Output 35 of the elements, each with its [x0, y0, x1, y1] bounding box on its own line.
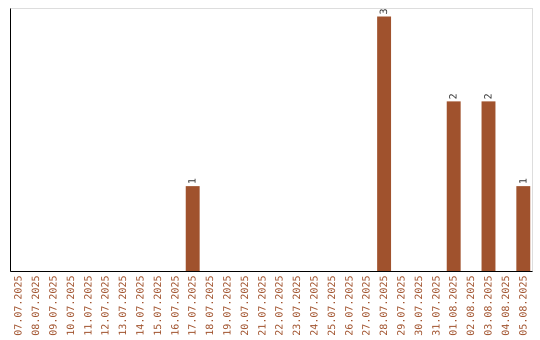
x-tick-label: 24.07.2025 — [310, 276, 320, 336]
x-tick-label: 09.07.2025 — [48, 276, 60, 336]
data-label: 1 — [188, 178, 199, 184]
x-tick-label: 17.07.2025 — [188, 276, 199, 336]
x-tick-label: 30.07.2025 — [414, 276, 425, 336]
data-label: 1 — [518, 178, 530, 184]
x-tick-label: 22.07.2025 — [274, 276, 286, 336]
x-tick-label: 07.07.2025 — [14, 276, 25, 336]
x-tick-label: 20.07.2025 — [240, 276, 251, 336]
x-tick-label: 23.07.2025 — [292, 276, 304, 336]
x-tick-label: 19.07.2025 — [222, 276, 234, 336]
data-label: 3 — [379, 8, 390, 14]
data-label: 2 — [448, 93, 460, 100]
x-tick-label: 26.07.2025 — [344, 276, 356, 336]
x-tick-label: 10.07.2025 — [66, 276, 77, 336]
x-tick-label: 04.08.2025 — [500, 276, 512, 336]
x-tick-label: 25.07.2025 — [326, 276, 338, 336]
x-tick-label: 13.07.2025 — [118, 276, 130, 336]
x-tick-label: 08.07.2025 — [31, 276, 42, 336]
data-label: 2 — [484, 93, 494, 100]
x-tick-label: 14.07.2025 — [136, 276, 146, 336]
x-tick-label: 31.07.2025 — [431, 276, 442, 336]
x-tick-label: 15.07.2025 — [152, 276, 164, 336]
x-tick-label: 01.08.2025 — [448, 276, 460, 336]
x-tick-label: 02.08.2025 — [466, 276, 478, 336]
x-tick-label: 16.07.2025 — [170, 276, 182, 336]
x-tick-label: 18.07.2025 — [205, 276, 216, 336]
x-tick-label: 21.07.2025 — [257, 276, 268, 336]
x-tick-label: 28.07.2025 — [379, 276, 390, 336]
x-tick-label: 12.07.2025 — [100, 276, 112, 336]
x-tick-label: 03.08.2025 — [484, 276, 494, 336]
x-tick-label: 29.07.2025 — [396, 276, 408, 336]
x-tick-label: 11.07.2025 — [83, 276, 94, 336]
x-tick-label: 27.07.2025 — [362, 276, 373, 336]
x-tick-label: 05.08.2025 — [518, 276, 530, 336]
